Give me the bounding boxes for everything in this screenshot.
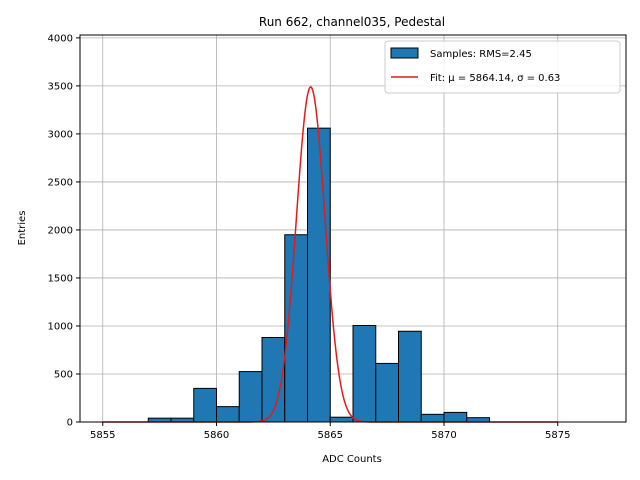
histogram-bar [193,387,217,423]
chart-title: Run 662, channel035, Pedestal [259,15,445,29]
x-tick-label: 5875 [545,430,570,441]
histogram-bar [443,411,468,423]
histogram-bar [216,406,240,423]
legend-box [384,40,621,94]
y-tick-label: 1500 [48,273,73,284]
y-tick-label: 3000 [48,129,73,140]
y-tick-label: 4000 [48,33,73,44]
legend: Samples: RMS=2.45 Fit: μ = 5864.14, σ = … [384,40,621,94]
histogram-bar [329,416,354,423]
histogram-bar [238,371,263,423]
histogram-bars [147,127,490,423]
histogram-bar [375,362,399,423]
y-tick-label: 1000 [48,321,73,332]
histogram-bar [398,330,422,423]
histogram-bar [307,127,331,423]
legend-label-fit: Fit: μ = 5864.14, σ = 0.63 [430,73,560,84]
x-axis-label: ADC Counts [322,454,382,465]
x-tick-label: 5870 [431,430,456,441]
legend-swatch-samples [390,47,419,59]
histogram-bar [352,324,377,423]
y-tick-label: 2500 [48,177,73,188]
plot-frame [79,34,627,423]
x-tick-label: 5865 [318,430,343,441]
x-tick-label: 5855 [90,430,115,441]
y-tick-label: 2000 [48,225,73,236]
x-tick-label: 5860 [204,430,229,441]
histogram-bar [420,413,445,423]
y-tick-label: 500 [54,369,73,380]
y-tick-label: 3500 [48,81,73,92]
y-axis-label: Entries [17,211,28,246]
y-axis-ticks: 0 500 1000 1500 2000 2500 3000 3500 4000 [48,33,80,429]
x-axis-ticks: 5855 5860 5865 5870 5875 [90,422,570,441]
legend-label-samples: Samples: RMS=2.45 [430,49,532,60]
y-tick-label: 0 [67,418,73,429]
